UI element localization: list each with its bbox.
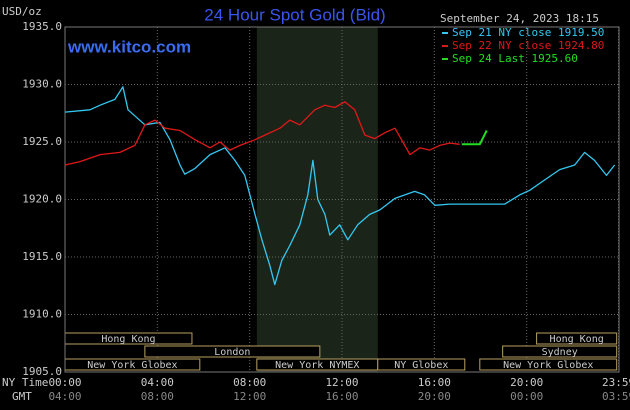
session-label: Hong Kong (550, 334, 604, 345)
x-tick-label: 20:00 (510, 376, 543, 389)
legend-label: Sep 24 Last 1925.60 (452, 52, 578, 65)
session-box (536, 332, 618, 345)
x-axis-label: NY Time (2, 376, 48, 389)
y-tick-label: 1930.0 (22, 78, 62, 91)
x-tick-label: 23:59 (602, 376, 630, 389)
x2-axis-label: GMT (12, 390, 32, 403)
timestamp: September 24, 2023 18:15 (440, 12, 599, 25)
x-tick-label: 12:00 (325, 376, 358, 389)
x-tick-label: 08:00 (233, 376, 266, 389)
x2-tick-label: 12:00 (233, 390, 266, 403)
legend-label: Sep 22 NY close 1924.80 (452, 39, 604, 52)
session-label: NY Globex (394, 360, 448, 371)
y-tick-label: 1910.0 (22, 308, 62, 321)
session-box (502, 345, 618, 358)
x2-tick-label: 00:00 (510, 390, 543, 403)
x2-tick-label: 08:00 (141, 390, 174, 403)
plot-frame (64, 26, 620, 373)
site-url: www.kitco.com (67, 37, 191, 56)
y-tick-label: 1935.0 (22, 20, 62, 33)
x2-tick-label: 03:59 (602, 390, 630, 403)
y-tick-label: 1920.0 (22, 193, 62, 206)
legend-label: Sep 21 NY close 1919.50 (452, 26, 604, 39)
x-tick-label: 00:00 (48, 376, 81, 389)
y-axis-label: USD/oz (2, 5, 42, 18)
y-tick-label: 1915.0 (22, 250, 62, 263)
x-tick-label: 16:00 (418, 376, 451, 389)
session-label: Hong Kong (101, 334, 155, 345)
x-tick-label: 04:00 (141, 376, 174, 389)
y-tick-label: 1905.0 (22, 365, 62, 378)
session-box (377, 358, 466, 371)
chart-title: 24 Hour Spot Gold (Bid) (204, 5, 385, 24)
session-label: London (214, 347, 250, 358)
session-label: Sydney (542, 347, 578, 358)
session-box (479, 358, 618, 371)
x2-tick-label: 04:00 (48, 390, 81, 403)
session-label: New York NYMEX (275, 360, 359, 371)
price-line (64, 101, 460, 166)
session-box (144, 345, 321, 358)
session-label: New York Globex (503, 360, 593, 371)
y-tick-label: 1925.0 (22, 135, 62, 148)
price-line (461, 130, 488, 146)
x2-tick-label: 20:00 (418, 390, 451, 403)
price-line (64, 86, 616, 286)
x2-tick-label: 16:00 (325, 390, 358, 403)
session-label: New York Globex (87, 360, 177, 371)
